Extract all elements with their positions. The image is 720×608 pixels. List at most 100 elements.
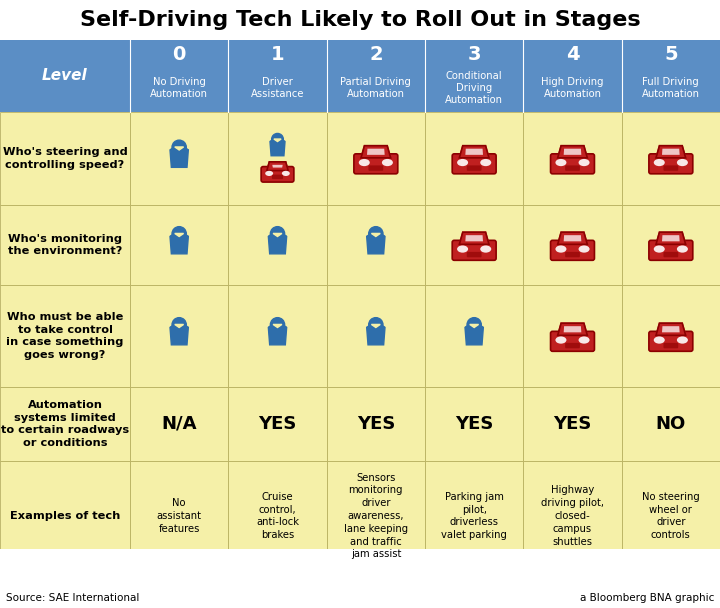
Bar: [523, 461, 621, 571]
FancyBboxPatch shape: [272, 174, 283, 179]
Circle shape: [172, 140, 186, 154]
Bar: [0, 571, 720, 608]
Polygon shape: [272, 165, 283, 168]
Polygon shape: [274, 139, 281, 142]
Ellipse shape: [579, 246, 590, 253]
Polygon shape: [267, 162, 288, 171]
Polygon shape: [372, 325, 380, 328]
Polygon shape: [170, 236, 189, 254]
Text: Driver
Assistance: Driver Assistance: [251, 77, 305, 99]
Text: 0: 0: [173, 44, 186, 63]
Circle shape: [172, 227, 186, 241]
Polygon shape: [465, 235, 483, 241]
Ellipse shape: [359, 159, 370, 166]
Text: Who must be able
to take control
in case something
goes wrong?: Who must be able to take control in case…: [6, 312, 124, 360]
Ellipse shape: [555, 159, 567, 166]
Circle shape: [172, 317, 186, 332]
Text: Who's steering and
controlling speed?: Who's steering and controlling speed?: [3, 147, 127, 170]
Polygon shape: [361, 146, 391, 158]
Bar: [0, 112, 130, 205]
Text: Conditional
Driving
Automation: Conditional Driving Automation: [445, 71, 503, 105]
Ellipse shape: [677, 336, 688, 344]
Polygon shape: [273, 233, 282, 237]
Polygon shape: [662, 149, 680, 155]
Text: Full Driving
Automation: Full Driving Automation: [642, 77, 700, 99]
Circle shape: [467, 317, 481, 332]
Ellipse shape: [282, 171, 289, 176]
Text: Self-Driving Tech Likely to Roll Out in Stages: Self-Driving Tech Likely to Roll Out in …: [80, 10, 640, 30]
FancyBboxPatch shape: [467, 165, 482, 171]
Ellipse shape: [480, 246, 491, 253]
Text: N/A: N/A: [161, 415, 197, 433]
FancyBboxPatch shape: [452, 154, 496, 174]
Polygon shape: [270, 141, 285, 156]
Ellipse shape: [269, 324, 287, 330]
Bar: [621, 205, 720, 285]
FancyBboxPatch shape: [354, 154, 397, 174]
Polygon shape: [662, 235, 680, 241]
Ellipse shape: [382, 159, 393, 166]
Ellipse shape: [677, 246, 688, 253]
Ellipse shape: [270, 139, 285, 143]
Polygon shape: [366, 327, 385, 345]
Bar: [130, 387, 228, 461]
FancyBboxPatch shape: [565, 252, 580, 257]
Polygon shape: [273, 325, 282, 328]
Polygon shape: [170, 150, 189, 167]
Bar: [621, 461, 720, 571]
Polygon shape: [656, 232, 685, 244]
FancyBboxPatch shape: [261, 167, 294, 182]
FancyBboxPatch shape: [649, 240, 693, 260]
Polygon shape: [469, 325, 479, 328]
Polygon shape: [170, 327, 189, 345]
Text: NO: NO: [656, 415, 686, 433]
Bar: [0, 285, 130, 387]
Ellipse shape: [654, 159, 665, 166]
Bar: [0, 461, 130, 571]
Bar: [228, 112, 327, 205]
Bar: [523, 112, 621, 205]
Text: a Bloomberg BNA graphic: a Bloomberg BNA graphic: [580, 593, 714, 603]
Polygon shape: [662, 326, 680, 333]
Bar: [228, 387, 327, 461]
Circle shape: [271, 133, 284, 145]
Bar: [130, 461, 228, 571]
FancyBboxPatch shape: [369, 165, 383, 171]
Circle shape: [271, 317, 284, 332]
Ellipse shape: [170, 233, 189, 239]
Bar: [130, 112, 228, 205]
Circle shape: [271, 227, 284, 241]
Polygon shape: [269, 236, 287, 254]
Bar: [621, 285, 720, 387]
Bar: [0, 549, 720, 593]
Bar: [425, 285, 523, 387]
Ellipse shape: [269, 233, 287, 239]
Ellipse shape: [480, 159, 491, 166]
Polygon shape: [366, 236, 385, 254]
FancyBboxPatch shape: [467, 252, 482, 257]
Polygon shape: [564, 326, 581, 333]
Text: Parking jam
pilot,
driverless
valet parking: Parking jam pilot, driverless valet park…: [441, 492, 507, 540]
Polygon shape: [558, 232, 588, 244]
Text: No Driving
Automation: No Driving Automation: [150, 77, 208, 99]
Polygon shape: [367, 149, 384, 155]
Ellipse shape: [265, 171, 273, 176]
FancyBboxPatch shape: [452, 240, 496, 260]
Bar: [228, 205, 327, 285]
Text: Automation
systems limited
to certain roadways
or conditions: Automation systems limited to certain ro…: [1, 400, 129, 448]
FancyBboxPatch shape: [663, 343, 678, 348]
Bar: [425, 205, 523, 285]
Ellipse shape: [677, 159, 688, 166]
Polygon shape: [558, 323, 588, 336]
Circle shape: [369, 227, 383, 241]
Ellipse shape: [170, 147, 189, 153]
Polygon shape: [175, 147, 184, 150]
Polygon shape: [656, 146, 685, 158]
Text: 2: 2: [369, 44, 382, 63]
Bar: [523, 205, 621, 285]
FancyBboxPatch shape: [649, 154, 693, 174]
Ellipse shape: [366, 324, 385, 330]
Text: High Driving
Automation: High Driving Automation: [541, 77, 604, 99]
Ellipse shape: [366, 233, 385, 239]
Text: Cruise
control,
anti-lock
brakes: Cruise control, anti-lock brakes: [256, 492, 299, 540]
